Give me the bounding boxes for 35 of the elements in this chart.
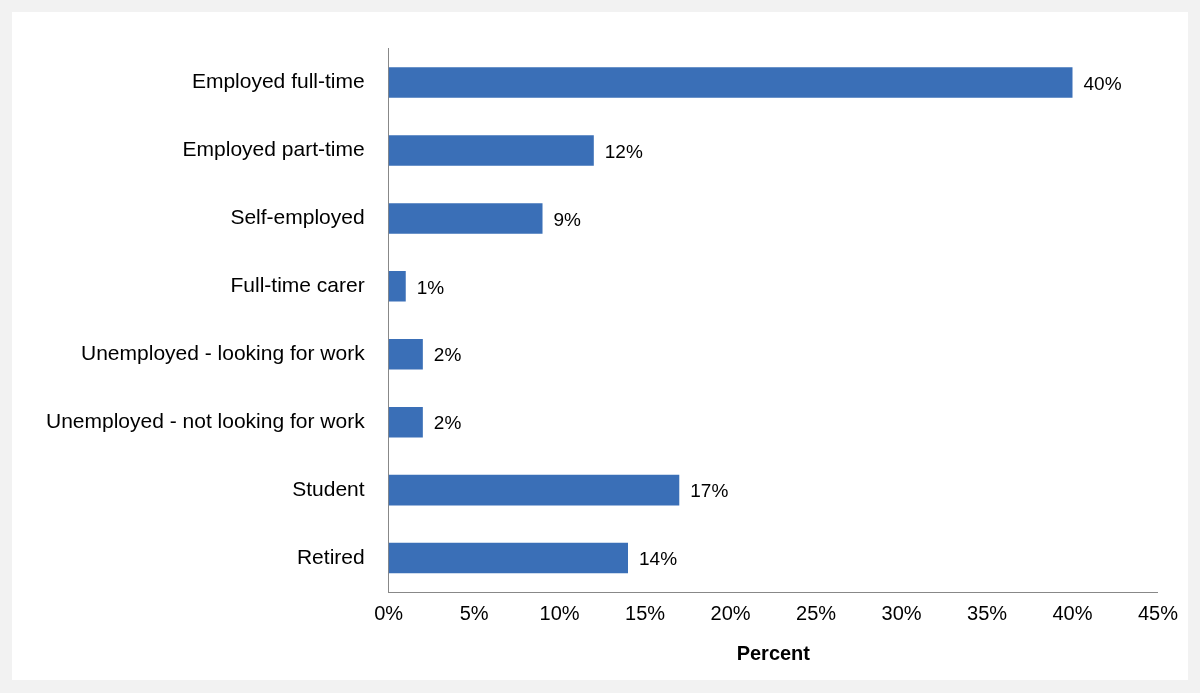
y-tick-label: Employed full-time xyxy=(191,69,365,93)
y-tick-label: Retired xyxy=(296,544,365,568)
bar xyxy=(388,338,423,370)
x-tick-label: 10% xyxy=(539,601,580,624)
x-tick-label: 35% xyxy=(967,601,1008,624)
bar xyxy=(388,542,628,574)
bar xyxy=(388,203,543,234)
bar xyxy=(388,474,680,506)
y-tick-label: Employed part-time xyxy=(182,137,365,161)
y-tick-label: Unemployed - not looking for work xyxy=(45,408,366,432)
x-tick-label: 0% xyxy=(374,601,404,624)
y-tick-label: Unemployed - looking for work xyxy=(81,341,366,365)
bar xyxy=(388,271,406,302)
bar xyxy=(388,406,423,438)
bar xyxy=(388,135,594,166)
bar xyxy=(388,67,1073,98)
x-tick-label: 15% xyxy=(625,601,666,624)
x-tick-label: 40% xyxy=(1052,601,1093,624)
y-tick-label: Self-employed xyxy=(230,205,365,229)
data-label: 2% xyxy=(433,344,462,366)
y-tick-label: Full-time carer xyxy=(230,273,365,297)
x-tick-label: 30% xyxy=(881,601,922,624)
data-label: 1% xyxy=(416,276,445,298)
data-label: 17% xyxy=(690,480,729,502)
x-axis-title: Percent xyxy=(736,641,811,664)
y-tick-label: Student xyxy=(292,476,365,500)
data-label: 2% xyxy=(433,412,462,434)
x-tick-label: 20% xyxy=(710,601,751,624)
data-label: 9% xyxy=(553,208,582,230)
data-label: 40% xyxy=(1083,72,1122,94)
x-tick-label: 45% xyxy=(1137,601,1179,624)
data-label: 14% xyxy=(639,548,678,570)
data-label: 12% xyxy=(604,140,643,162)
x-tick-label: 5% xyxy=(459,601,489,624)
x-tick-label: 25% xyxy=(796,601,837,624)
